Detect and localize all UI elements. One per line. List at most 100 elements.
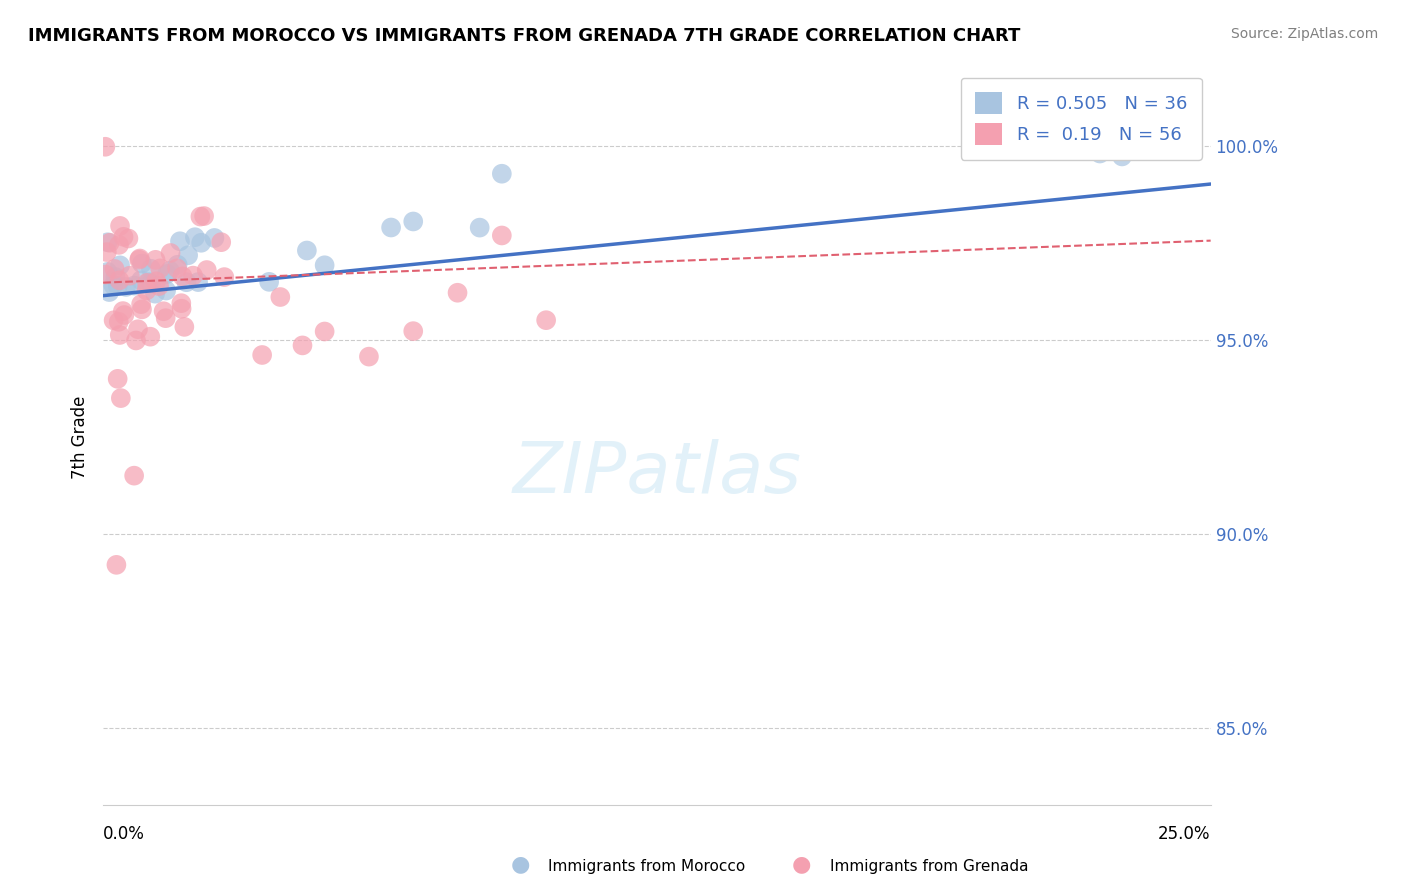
Grenada [105,558,128,572]
Grenada [108,238,131,252]
Grenada [148,279,170,293]
Morocco [190,235,212,250]
Grenada [166,261,188,276]
Grenada [250,348,273,362]
Morocco [98,285,121,299]
Grenada [214,270,236,285]
Morocco [187,275,209,289]
Morocco [380,220,402,235]
Grenada [209,235,232,250]
Text: ●: ● [792,855,811,874]
Grenada [135,284,157,298]
Grenada [103,261,125,276]
Grenada [136,276,159,290]
Grenada [152,304,174,318]
Morocco [1067,126,1090,140]
Morocco [97,235,120,250]
Grenada [125,334,148,348]
Text: ●: ● [510,855,530,874]
Morocco [155,284,177,298]
Grenada [103,313,125,327]
Legend: R = 0.505   N = 36, R =  0.19   N = 56: R = 0.505 N = 36, R = 0.19 N = 56 [960,78,1202,160]
Grenada [96,245,118,260]
Morocco [129,273,152,287]
Morocco [107,279,129,293]
Morocco [143,286,166,301]
Morocco [1088,146,1111,161]
Grenada [107,372,129,386]
Morocco [139,277,162,291]
Grenada [291,338,314,352]
Morocco [139,261,162,276]
Grenada [129,297,152,311]
Morocco [176,275,198,289]
Morocco [108,258,131,272]
Morocco [491,167,513,181]
Grenada [145,252,167,267]
Grenada [357,350,380,364]
Morocco [295,244,318,258]
Morocco [402,214,425,228]
Grenada [170,296,193,310]
Text: IMMIGRANTS FROM MOROCCO VS IMMIGRANTS FROM GRENADA 7TH GRADE CORRELATION CHART: IMMIGRANTS FROM MOROCCO VS IMMIGRANTS FR… [28,27,1021,45]
Grenada [173,319,195,334]
Grenada [181,268,204,283]
Grenada [131,302,153,317]
Text: 25.0%: 25.0% [1159,824,1211,843]
Text: ZIPatlas: ZIPatlas [512,439,801,508]
Grenada [128,252,150,266]
Grenada [314,325,336,339]
Grenada [269,290,291,304]
Morocco [314,258,336,272]
Grenada [111,304,134,318]
Grenada [127,322,149,336]
Morocco [131,256,153,270]
Morocco [202,231,225,245]
Grenada [110,391,132,405]
Morocco [122,278,145,293]
Morocco [104,270,127,285]
Grenada [159,246,181,260]
Grenada [108,219,131,233]
Grenada [402,324,425,338]
Grenada [491,228,513,243]
Grenada [534,313,557,327]
Y-axis label: 7th Grade: 7th Grade [72,395,89,479]
Grenada [446,285,468,300]
Morocco [177,248,200,262]
Grenada [94,140,117,154]
Grenada [112,308,135,322]
Grenada [118,268,141,283]
Grenada [108,328,131,343]
Text: Immigrants from Morocco: Immigrants from Morocco [548,859,745,874]
Morocco [156,267,179,281]
Morocco [138,275,160,289]
Grenada [117,231,139,245]
Grenada [112,229,135,244]
Grenada [108,273,131,287]
Grenada [107,315,129,329]
Grenada [170,301,193,316]
Grenada [128,252,150,267]
Morocco [184,230,207,244]
Morocco [169,234,191,248]
Grenada [139,329,162,343]
Grenada [190,210,212,224]
Grenada [195,263,218,277]
Grenada [172,269,194,284]
Text: 0.0%: 0.0% [103,824,145,843]
Morocco [468,220,491,235]
Morocco [159,263,181,277]
Grenada [149,261,172,276]
Morocco [257,275,280,289]
Morocco [166,258,188,272]
Text: Immigrants from Grenada: Immigrants from Grenada [830,859,1028,874]
Morocco [97,265,120,279]
Morocco [115,280,138,294]
Morocco [1111,149,1133,163]
Grenada [94,268,117,282]
Morocco [103,278,125,293]
Grenada [145,274,167,288]
Grenada [155,311,177,326]
Grenada [193,209,215,223]
